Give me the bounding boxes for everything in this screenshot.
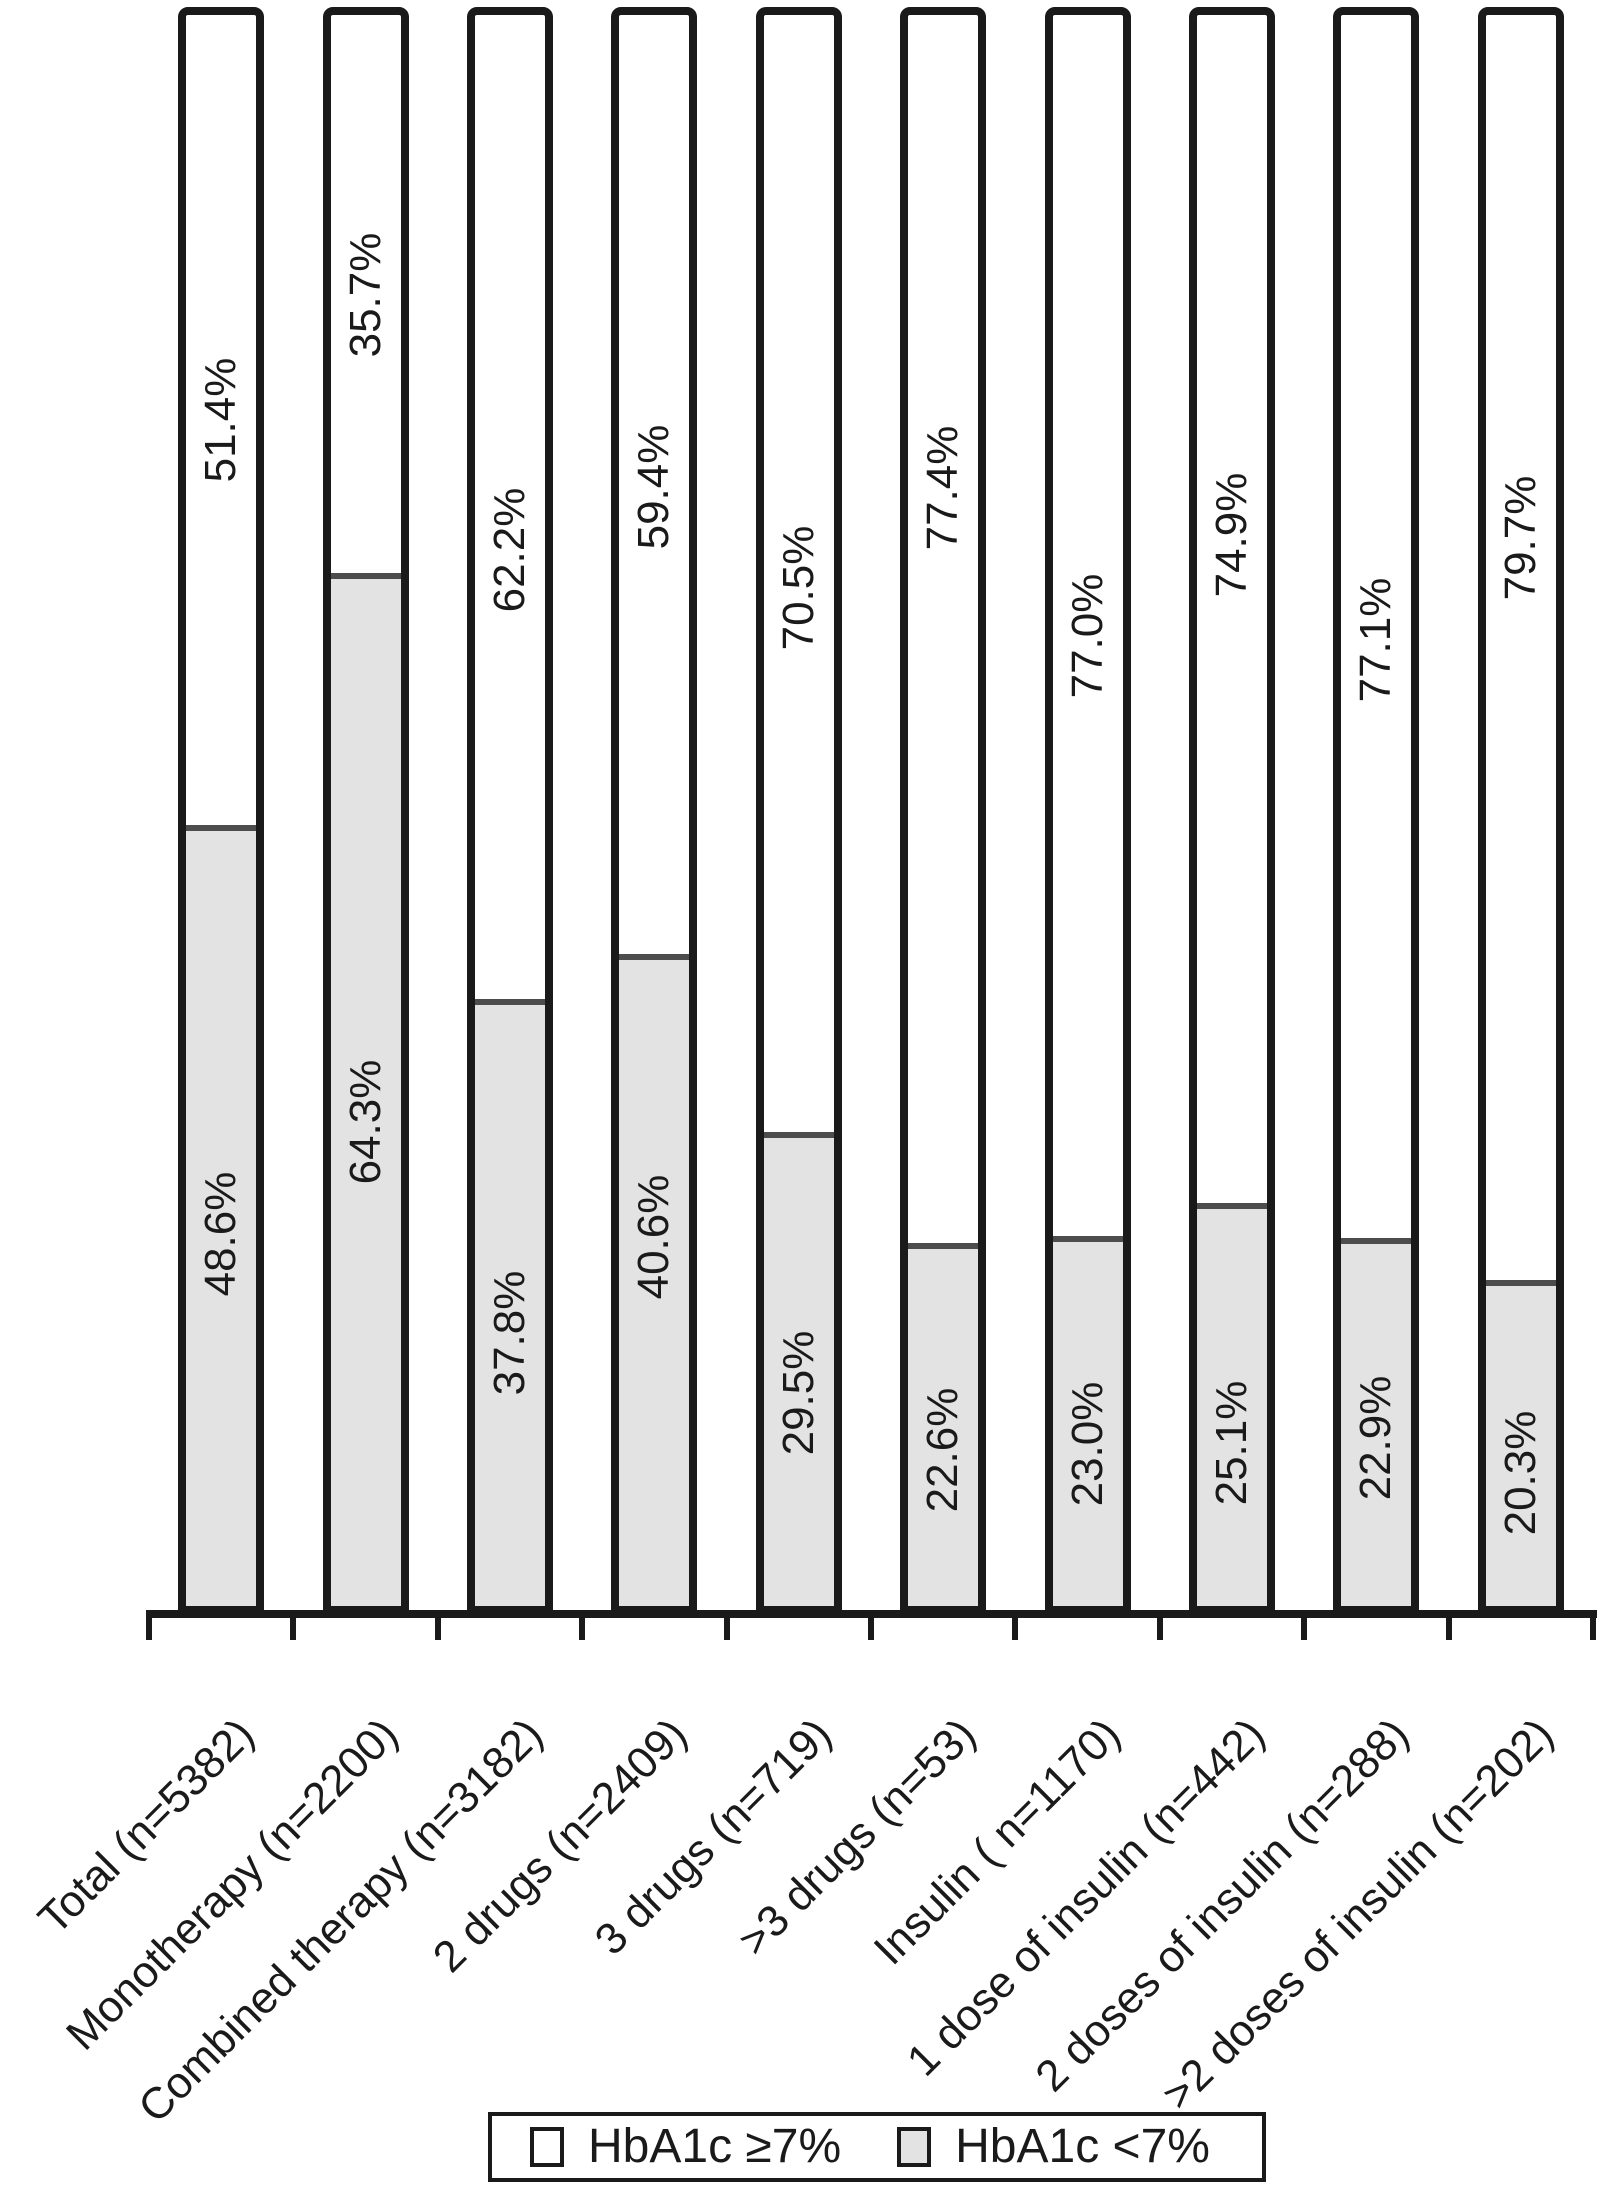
bar-upper-label: 77.0%	[1062, 573, 1112, 699]
bar-lower-label: 20.3%	[1495, 1410, 1545, 1536]
bar-gray-segment	[1197, 1203, 1267, 1606]
x-axis-tick	[1445, 1614, 1452, 1640]
legend: HbA1c ≥7% HbA1c <7%	[488, 2112, 1266, 2182]
x-axis-tick	[290, 1614, 297, 1640]
legend-swatch-gray-icon	[897, 2127, 932, 2167]
bar-lower-label: 22.6%	[918, 1387, 968, 1513]
bar-gray-segment	[1052, 1236, 1123, 1606]
legend-item: HbA1c ≥7%	[530, 2123, 841, 2171]
x-axis-label: Insulin ( n=1170)	[864, 1709, 1130, 1975]
x-axis-tick	[868, 1614, 874, 1640]
bar-upper-label: 59.4%	[629, 424, 679, 550]
bar-upper-label: 51.4%	[196, 357, 246, 483]
bar	[1477, 7, 1564, 1614]
bar-upper-label: 35.7%	[340, 232, 390, 358]
x-axis-tick	[434, 1614, 441, 1640]
x-axis-tick	[1301, 1614, 1308, 1640]
bar	[611, 7, 698, 1614]
legend-label: HbA1c <7%	[955, 2120, 1210, 2173]
bar-upper-label: 70.5%	[773, 525, 823, 651]
bar	[178, 7, 265, 1614]
bar-gray-segment	[475, 999, 545, 1606]
x-axis-tick	[723, 1614, 730, 1640]
bar-upper-label: 77.4%	[918, 425, 968, 551]
bar-upper-label: 74.9%	[1207, 472, 1256, 598]
bar	[1333, 7, 1420, 1614]
bar	[900, 7, 987, 1614]
bar-lower-label: 40.6%	[629, 1174, 679, 1300]
bar-lower-label: 64.3%	[340, 1059, 390, 1185]
bar	[467, 7, 553, 1614]
bar-lower-label: 37.8%	[485, 1270, 534, 1396]
x-axis-label: 2 drugs (n=2409)	[423, 1709, 697, 1982]
bar-lower-label: 22.9%	[1351, 1375, 1401, 1501]
bar-lower-label: 29.5%	[773, 1330, 823, 1456]
legend-label: HbA1c ≥7%	[588, 2120, 842, 2173]
bar-gray-segment	[763, 1132, 834, 1606]
bar-gray-segment	[186, 825, 257, 1606]
x-axis-tick	[1012, 1614, 1019, 1640]
bar-lower-label: 23.0%	[1062, 1381, 1112, 1507]
x-axis-tick	[1156, 1614, 1163, 1640]
bar-lower-label: 25.1%	[1207, 1380, 1256, 1506]
bar-gray-segment	[330, 573, 401, 1606]
legend-item: HbA1c <7%	[897, 2123, 1210, 2171]
bar-lower-label: 48.6%	[196, 1171, 246, 1297]
bar-gray-segment	[619, 954, 690, 1606]
bar-gray-segment	[908, 1243, 979, 1606]
bar-upper-label: 77.1%	[1351, 577, 1401, 703]
bar-upper-label: 62.2%	[485, 487, 534, 613]
bar-gray-segment	[1485, 1280, 1556, 1606]
x-axis-tick	[1590, 1614, 1596, 1640]
bar-gray-segment	[1341, 1238, 1412, 1606]
bar-upper-label: 79.7%	[1495, 475, 1545, 601]
bar	[1189, 7, 1275, 1614]
x-axis-tick	[146, 1614, 152, 1640]
bar	[1044, 7, 1131, 1614]
bar	[755, 7, 842, 1614]
x-axis-tick	[579, 1614, 586, 1640]
legend-swatch-white-icon	[530, 2127, 564, 2167]
bar	[322, 7, 409, 1614]
